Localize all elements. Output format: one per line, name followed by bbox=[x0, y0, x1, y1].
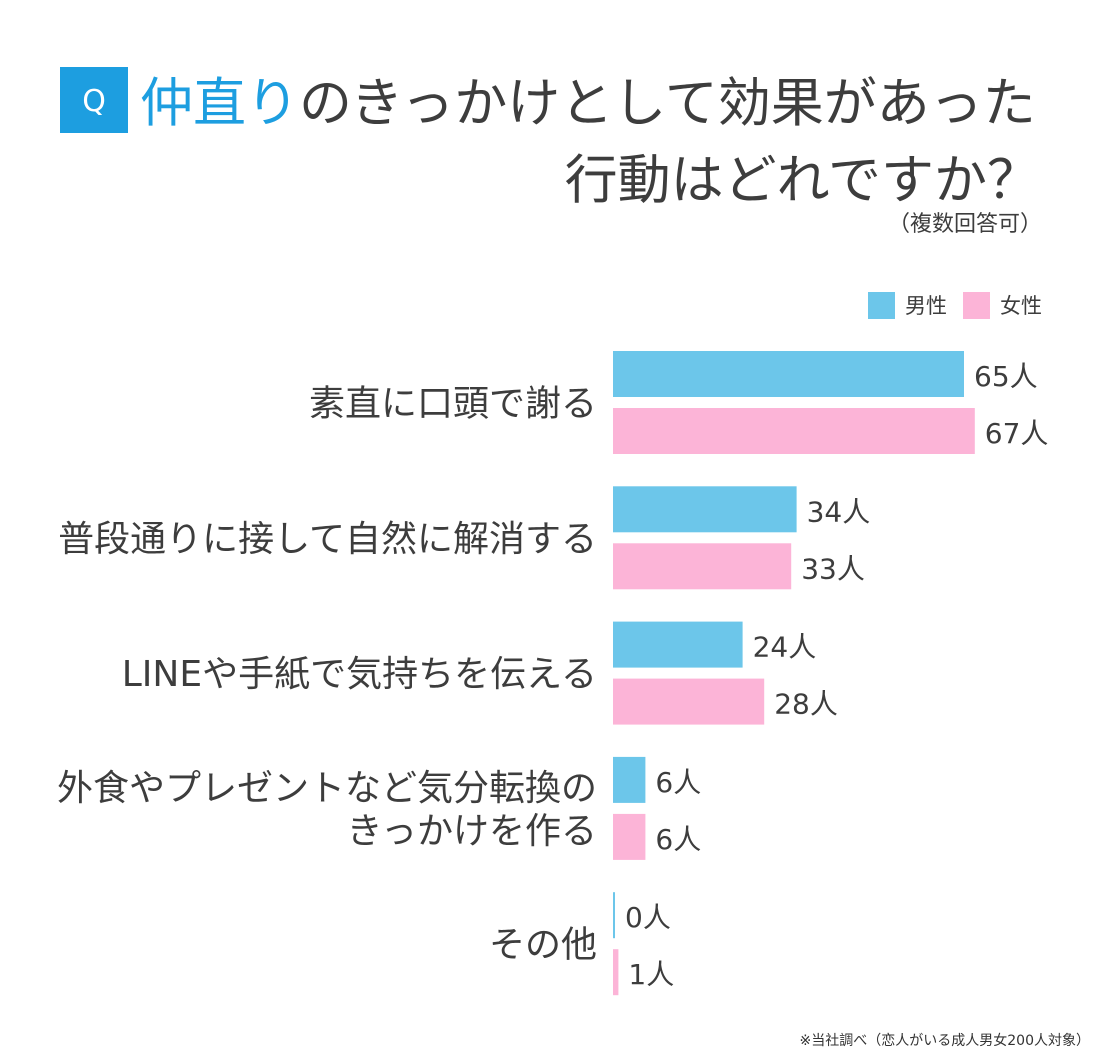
category-label-line: 素直に口頭で謝る bbox=[309, 384, 597, 425]
category-label: 普段通りに接して自然に解消する bbox=[58, 519, 597, 560]
value-label-female: 1人 bbox=[628, 958, 674, 991]
category-label-line: その他 bbox=[489, 925, 597, 966]
value-label-male: 24人 bbox=[753, 631, 817, 664]
legend-label-male: 男性 bbox=[905, 294, 947, 318]
category-group: 外食やプレゼントなど気分転換のきっかけを作る 6人 6人 bbox=[57, 756, 701, 860]
bar-male bbox=[613, 486, 797, 533]
category-group: 素直に口頭で謝る 65人 67人 bbox=[309, 351, 1048, 454]
value-label-female: 67人 bbox=[985, 417, 1049, 450]
category-label: LINEや手紙で気持ちを伝える bbox=[122, 654, 597, 695]
category-label: 外食やプレゼントなど気分転換のきっかけを作る bbox=[57, 768, 597, 852]
bar-female bbox=[613, 543, 792, 590]
legend: 男性 女性 bbox=[868, 292, 1042, 319]
title-rest: のきっかけとして効果があった bbox=[299, 73, 1036, 134]
value-label-female: 6人 bbox=[655, 823, 701, 856]
value-label-female: 33人 bbox=[801, 552, 865, 585]
bar-male bbox=[613, 756, 646, 803]
value-label-male: 34人 bbox=[807, 495, 871, 528]
question-badge-label: Q bbox=[82, 84, 106, 119]
question-badge-box bbox=[60, 67, 128, 133]
bar-male bbox=[613, 621, 743, 668]
category-group: その他 0人 1人 bbox=[489, 892, 674, 996]
title-line-2: 行動はどれですか？ bbox=[565, 150, 1040, 211]
category-label-line: きっかけを作る bbox=[346, 811, 597, 852]
chart-subtitle: （複数回答可） bbox=[888, 212, 1042, 237]
category-label-line: 外食やプレゼントなど気分転換の bbox=[57, 768, 597, 809]
category-group: LINEや手紙で気持ちを伝える 24人 28人 bbox=[122, 621, 838, 725]
category-group: 普段通りに接して自然に解消する 34人 33人 bbox=[58, 486, 871, 590]
value-label-female: 28人 bbox=[774, 688, 838, 721]
value-label-male: 0人 bbox=[625, 901, 671, 934]
category-label: その他 bbox=[489, 925, 597, 966]
bar-male bbox=[613, 892, 615, 939]
bar-female bbox=[613, 678, 765, 725]
bar-female bbox=[613, 813, 646, 860]
category-label-line: LINEや手紙で気持ちを伝える bbox=[122, 654, 597, 695]
value-label-male: 65人 bbox=[974, 360, 1038, 393]
value-label-male: 6人 bbox=[655, 766, 701, 799]
chart-title-text: 仲直りのきっかけとして効果があった行動はどれですか？ bbox=[140, 73, 1040, 211]
bar-male bbox=[613, 351, 964, 397]
title-line-1: 仲直りのきっかけとして効果があった bbox=[140, 73, 1036, 134]
legend-swatch-female bbox=[963, 292, 990, 319]
bar-female bbox=[613, 949, 619, 996]
legend-label-female: 女性 bbox=[1000, 294, 1042, 318]
legend-swatch-male bbox=[868, 292, 895, 319]
bar-female bbox=[613, 408, 975, 454]
chart-title: 仲直りのきっかけとして効果があった行動はどれですか？ bbox=[140, 73, 1040, 211]
question-badge: Q bbox=[60, 67, 128, 133]
category-label: 素直に口頭で謝る bbox=[309, 384, 597, 425]
footer-note: ※当社調べ（恋人がいる成人男女200人対象） bbox=[800, 1032, 1090, 1049]
category-label-line: 普段通りに接して自然に解消する bbox=[58, 519, 597, 560]
title-highlight: 仲直り bbox=[140, 73, 299, 134]
